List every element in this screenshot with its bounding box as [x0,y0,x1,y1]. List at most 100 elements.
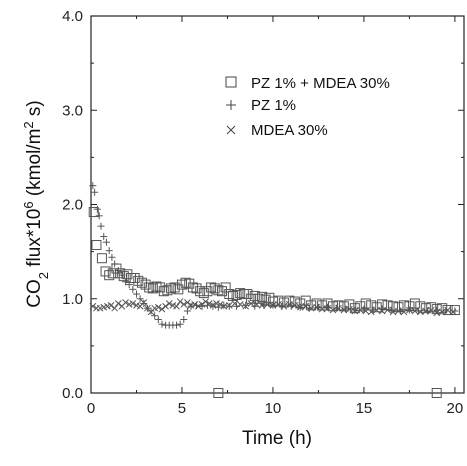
point-cross [242,302,250,310]
series-cross [89,298,457,317]
point-square [187,282,198,293]
point-cross [378,307,386,315]
axis-ticks [90,15,464,394]
point-cross [236,301,244,308]
point-cross [129,300,137,307]
point-square [420,303,431,314]
point-cross [416,308,424,316]
point-cross [395,307,402,315]
point-square [213,285,224,296]
point-cross [389,308,397,316]
point-cross [173,302,180,310]
y-tick-labels: 0.0 1.0 2.0 3.0 4.0 [62,8,83,402]
point-plus [158,320,166,328]
point-cross [184,299,191,306]
point-cross [216,301,224,308]
data-points [88,182,460,398]
point-square [96,253,107,264]
point-plus [95,212,103,220]
point-square [144,282,155,293]
y-axis-title: CO2 flux*106 (kmol/m2 s) [21,100,51,308]
point-cross [258,301,266,309]
point-plus [176,320,184,328]
point-square [289,296,300,307]
point-plus [242,301,250,309]
point-cross [140,299,148,306]
point-cross [269,301,277,309]
point-square [155,282,166,293]
point-cross [107,301,115,309]
point-square [115,268,126,279]
point-plus [173,321,181,329]
point-cross [114,300,122,307]
point-square [198,288,209,299]
point-plus [89,182,97,190]
point-cross [346,305,353,313]
point-square [388,301,399,312]
point-plus [114,266,122,274]
point-plus [125,281,133,289]
point-square [217,286,228,297]
point-plus [93,205,101,213]
point-square [311,298,322,309]
point-cross [444,306,451,314]
series-square [88,207,460,398]
point-square [140,279,151,290]
y-tick-label: 1.0 [62,291,83,308]
plot-frame [90,15,465,394]
point-cross [313,303,320,311]
point-cross [191,301,199,308]
point-cross [205,300,213,307]
point-square [166,283,177,294]
point-cross [275,301,282,308]
point-square [431,388,442,398]
point-cross [280,302,288,310]
point-square [393,302,404,313]
point-plus [102,238,110,246]
point-cross [406,306,413,314]
point-square [260,294,271,305]
point-cross [198,301,206,308]
point-cross [165,300,173,307]
point-square [227,290,238,301]
legend-marker-cross [226,125,236,135]
legend-label-mdea: MDEA 30% [251,122,328,139]
x-tick-label: 0 [87,400,95,417]
point-square [122,269,133,280]
point-square [360,298,371,309]
point-cross [285,301,293,308]
point-square [88,207,99,218]
point-square [195,286,206,297]
point-cross [220,302,228,310]
point-cross [307,304,315,312]
point-cross [253,301,260,308]
point-plus [97,222,105,230]
point-plus [136,295,144,303]
point-square [100,266,111,277]
point-square [338,301,349,312]
point-cross [400,308,408,316]
point-plus [129,285,137,293]
point-square [442,305,453,316]
point-square [437,303,448,314]
point-plus [183,307,191,315]
point-cross [296,303,304,311]
point-square [278,297,289,308]
point-cross [291,301,299,309]
y-tick-label: 0.0 [62,385,83,402]
point-plus [180,315,188,323]
point-square [158,286,169,297]
point-plus [100,233,108,241]
y-tick-label: 4.0 [62,8,83,25]
point-plus [91,188,99,196]
point-square [209,283,220,294]
point-cross [329,306,337,314]
point-square [133,275,144,286]
point-plus [132,290,140,298]
point-cross [231,300,239,307]
point-cross [264,301,271,308]
point-cross [180,301,188,308]
point-square [202,286,213,297]
point-cross [367,308,375,316]
